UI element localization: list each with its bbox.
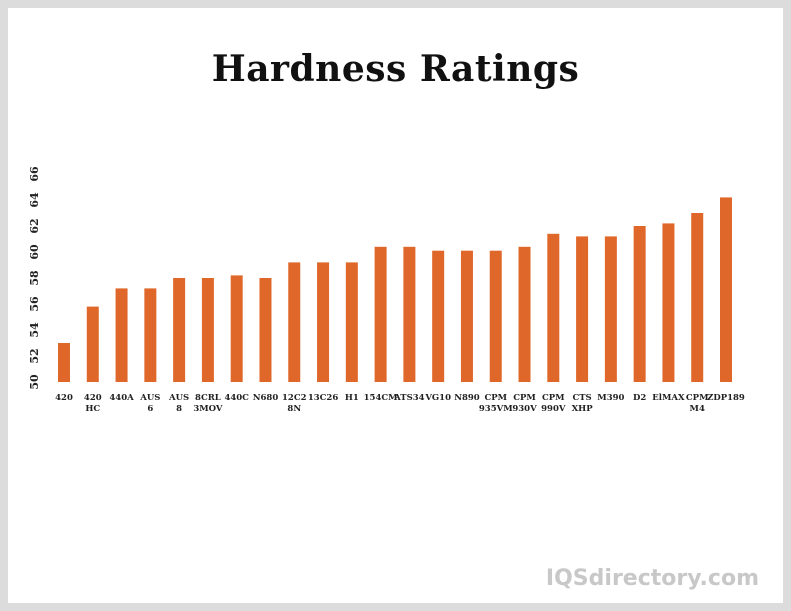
chart-frame: Hardness Ratings 50 52 54 56 58 60 62 64 66 420 4… [8, 8, 783, 603]
x-tick-label: CPM 935VM [479, 393, 513, 414]
y-tick-label: 60 [28, 244, 41, 260]
x-tick-label: D2 [633, 393, 646, 403]
x-tick-label: CPM M4 [686, 393, 709, 414]
bar [576, 236, 589, 382]
bar [460, 250, 473, 382]
bar [144, 288, 157, 382]
y-tick-label: 52 [28, 348, 41, 363]
y-tick-label: 64 [28, 192, 41, 208]
bar [374, 246, 387, 382]
bars [58, 197, 732, 382]
bar [633, 226, 646, 382]
x-tick-label: 440A [109, 393, 134, 403]
bar [58, 343, 70, 382]
bar [230, 275, 243, 382]
x-tick-label: H1 [345, 393, 359, 403]
y-tick-label: 50 [28, 374, 41, 390]
bar [403, 246, 416, 382]
bar [201, 278, 214, 382]
x-tick-label: CPM 930V [512, 393, 537, 414]
bar [691, 213, 704, 382]
x-tick-label: CPM 990V [541, 393, 566, 414]
x-tick-label: 8CRL 3MOV [193, 393, 223, 414]
x-tick-label: 420 [55, 393, 73, 403]
bar [489, 250, 502, 382]
y-tick-label: 62 [28, 218, 41, 233]
x-tick-label: ZDP189 [707, 393, 745, 403]
x-tick-label: CTS XHP [572, 393, 594, 414]
bar [662, 223, 675, 382]
bar [518, 246, 531, 382]
x-tick-label: N890 [454, 393, 480, 403]
bar [86, 306, 99, 382]
bar [547, 233, 560, 382]
x-tick-label: 13C26 [308, 393, 339, 403]
bar [317, 262, 330, 382]
y-tick-label: 56 [28, 296, 41, 312]
chart-title: Hardness Ratings [211, 48, 580, 90]
x-tick-label: 440C [224, 393, 249, 403]
y-tick-label: 54 [28, 322, 41, 338]
x-tick-label: 420 HC [84, 393, 102, 414]
x-tick-label: AUS 6 [139, 393, 160, 414]
x-tick-label: N680 [253, 393, 279, 403]
bar-chart: 50 52 54 56 58 60 62 64 66 420 420 HC 440A AUS 6 AUS 88… [28, 166, 745, 414]
y-tick-label: 58 [28, 270, 41, 286]
x-tick-label: VG10 [424, 393, 451, 403]
x-tick-label: AUS 8 [168, 393, 189, 414]
y-axis: 50 52 54 56 58 60 62 64 66 [28, 166, 41, 390]
x-tick-label: ATS34 [393, 393, 425, 403]
x-tick-label: 154CM [364, 393, 399, 403]
bar [259, 278, 272, 382]
bar [345, 262, 358, 382]
watermark-logo: IQSdirectory.com [545, 566, 759, 591]
bar [115, 288, 128, 382]
y-tick-label: 66 [28, 166, 41, 182]
bar [604, 236, 617, 382]
bar [432, 250, 445, 382]
bar [173, 278, 186, 382]
bar [720, 197, 732, 382]
x-tick-label: M390 [597, 393, 624, 403]
x-tick-label: ElMAX [652, 393, 685, 403]
bar [288, 262, 301, 382]
x-tick-label: 12C2 8N [282, 393, 307, 414]
